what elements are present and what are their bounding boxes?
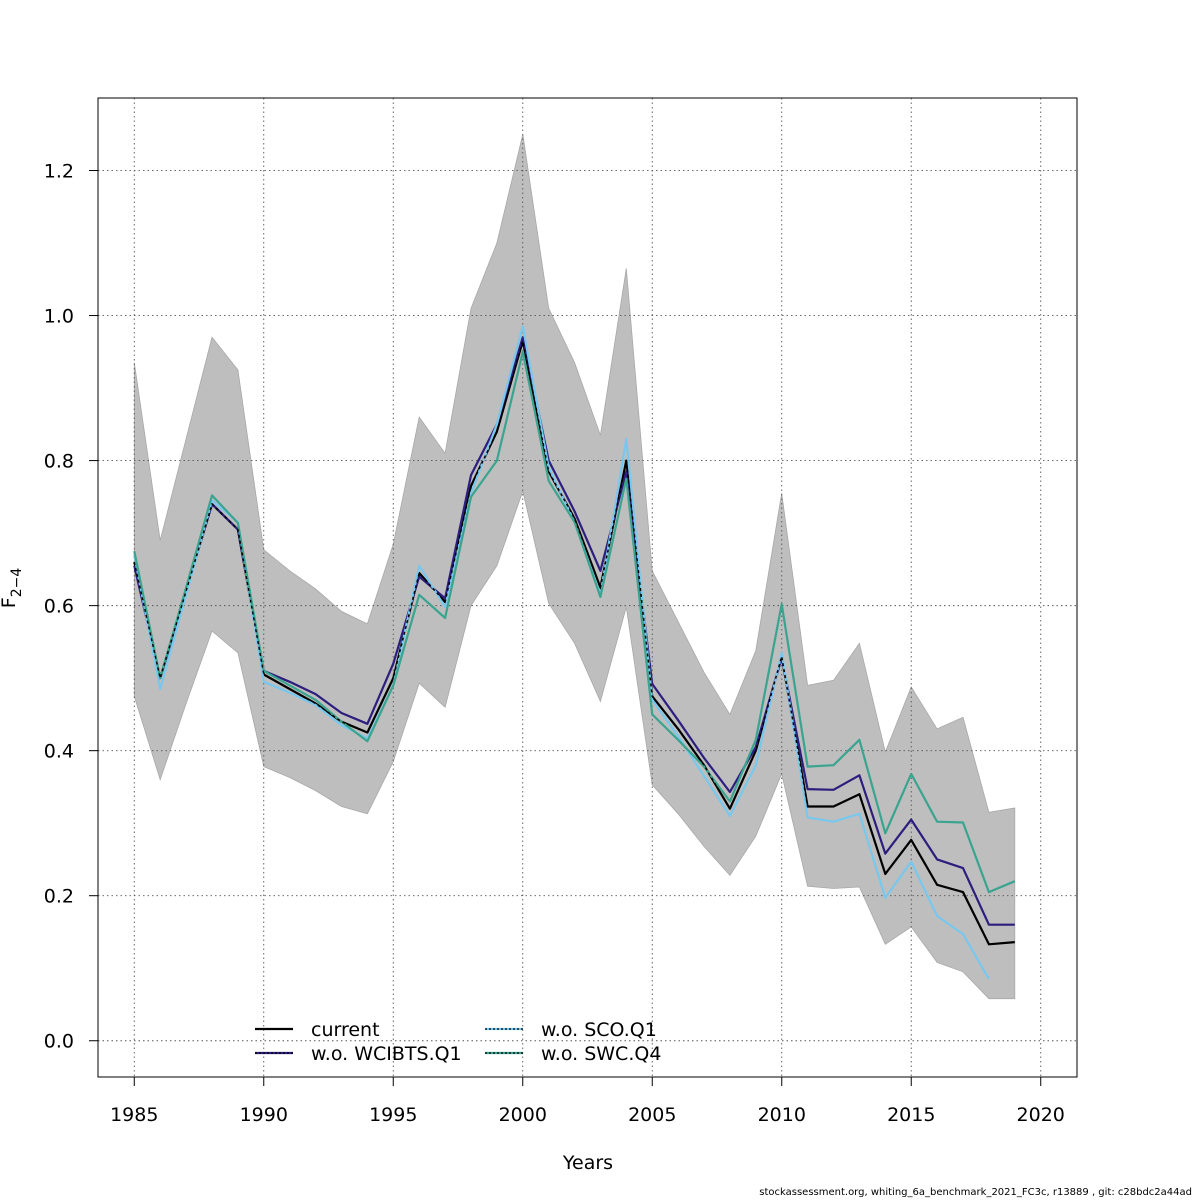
footer-caption: stockassessment.org, whiting_6a_benchmar… (759, 1187, 1192, 1198)
y-tick-label: 0.2 (44, 886, 74, 908)
series-line-current (133, 339, 1015, 946)
x-tick-label: 2020 (1017, 1104, 1065, 1126)
y-tick-label: 0.4 (44, 741, 74, 763)
x-tick-label: 1990 (240, 1104, 288, 1126)
x-tick-label: 2015 (887, 1104, 935, 1126)
series-line-w-o-swc-q4 (133, 350, 1016, 894)
y-tick-label: 1.2 (44, 161, 74, 183)
legend-label-w-o-swc-q4: w.o. SWC.Q4 (541, 1043, 661, 1065)
x-axis: 1985 1990 1995 2000 2005 2010 2015 2020 (110, 1077, 1065, 1126)
confidence-band-layer (133, 134, 1016, 1000)
y-tick-label: 0.0 (44, 1031, 74, 1053)
legend-label-current: current (311, 1019, 380, 1041)
x-tick-label: 2010 (758, 1104, 806, 1126)
series-layer (133, 325, 1016, 980)
legend-label-w-o-wcibts-q1: w.o. WCIBTS.Q1 (311, 1043, 462, 1065)
x-tick-label: 2005 (628, 1104, 676, 1126)
series-line-w-o-wcibts-q1 (133, 336, 1015, 926)
y-tick-label: 0.6 (44, 596, 74, 618)
x-tick-label: 1995 (369, 1104, 417, 1126)
x-tick-label: 1985 (110, 1104, 158, 1126)
y-axis: 0.0 0.2 0.4 0.6 0.8 1.0 1.2 (44, 161, 98, 1053)
plot-frame (97, 97, 1078, 1078)
y-tick-label: 1.0 (44, 306, 74, 328)
legend-label-w-o-sco-q1: w.o. SCO.Q1 (541, 1019, 657, 1041)
x-axis-title: Years (562, 1152, 613, 1174)
confidence-band (133, 134, 1016, 1000)
grid-layer (98, 98, 1077, 1077)
y-tick-label: 0.8 (44, 451, 74, 473)
y-axis-title: F̄2−4 (0, 568, 25, 609)
x-tick-label: 2000 (499, 1104, 547, 1126)
